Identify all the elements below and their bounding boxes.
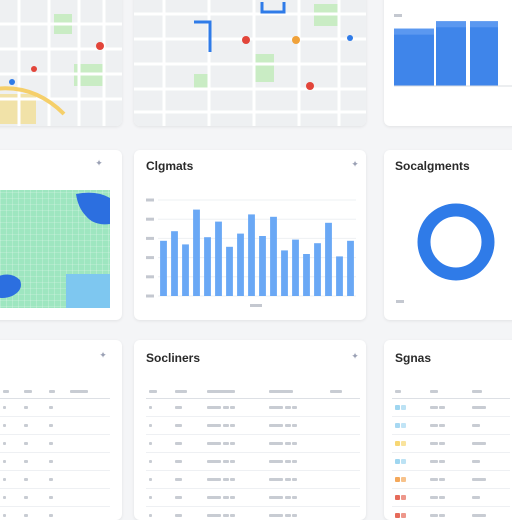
donut-card[interactable]: Socalgments <box>384 150 512 320</box>
bar <box>347 240 354 296</box>
bar <box>237 233 244 296</box>
region-map[interactable] <box>0 150 122 320</box>
city-map[interactable] <box>0 0 122 126</box>
bar <box>281 250 288 296</box>
bar <box>336 256 343 296</box>
data-table <box>146 384 360 520</box>
map-marker <box>9 79 15 85</box>
bar-top <box>436 21 466 28</box>
card-title: Clgmats <box>146 159 194 173</box>
pin-icon[interactable]: ✦ <box>351 351 359 361</box>
bar <box>193 209 200 296</box>
map-marker <box>96 42 104 50</box>
map-marker <box>242 36 250 44</box>
bar <box>303 254 310 296</box>
bar <box>204 237 211 296</box>
city-map[interactable] <box>134 0 366 126</box>
map-card-mid-left[interactable]: ✦ <box>0 150 122 320</box>
tick-mark <box>146 275 154 279</box>
bar <box>314 243 321 296</box>
data-table <box>0 384 110 520</box>
table-card-mid[interactable]: Socliners ✦ <box>134 340 366 520</box>
pin-icon[interactable]: ✦ <box>351 159 359 169</box>
bar-chart <box>146 198 356 307</box>
table-card-left[interactable]: ✦ <box>0 340 122 520</box>
bar <box>270 216 277 296</box>
card-title: Socliners <box>146 351 201 365</box>
tick-mark <box>146 294 154 298</box>
tick-mark <box>146 217 154 221</box>
legend-mark <box>396 300 404 303</box>
map-card-top-center[interactable] <box>134 0 366 126</box>
card-title: Sgnas <box>395 351 432 365</box>
bar <box>292 239 299 296</box>
bar-chart-card[interactable]: Clgmats ✦ <box>134 150 366 320</box>
bar <box>215 221 222 296</box>
bar <box>160 240 167 296</box>
bar <box>259 236 266 296</box>
axis-label-mark <box>250 304 262 307</box>
map-marker <box>31 66 37 72</box>
map-marker <box>306 82 314 90</box>
bar <box>226 246 233 296</box>
donut-chart <box>396 203 495 303</box>
donut-slice <box>417 203 495 281</box>
map-marker <box>347 35 353 41</box>
bar <box>182 244 189 296</box>
tick-mark <box>394 14 402 17</box>
bar <box>171 231 178 296</box>
bar-top <box>470 21 498 28</box>
top-right-bar-card[interactable] <box>384 0 512 126</box>
pin-icon[interactable]: ✦ <box>95 158 103 168</box>
tick-mark <box>146 256 154 260</box>
bar <box>470 21 498 86</box>
map-card-top-left[interactable] <box>0 0 122 126</box>
card-title: Socalgments <box>395 159 470 173</box>
top-right-bar-chart <box>394 14 512 87</box>
bar <box>325 222 332 296</box>
bar-top <box>394 28 434 35</box>
bar <box>248 214 255 296</box>
bar <box>436 21 466 86</box>
tick-mark <box>146 198 154 202</box>
bar <box>394 28 434 86</box>
data-table <box>392 384 510 520</box>
map-marker <box>292 36 300 44</box>
tick-mark <box>146 236 154 240</box>
pin-icon[interactable]: ✦ <box>99 350 107 360</box>
table-card-right[interactable]: Sgnas <box>384 340 512 520</box>
